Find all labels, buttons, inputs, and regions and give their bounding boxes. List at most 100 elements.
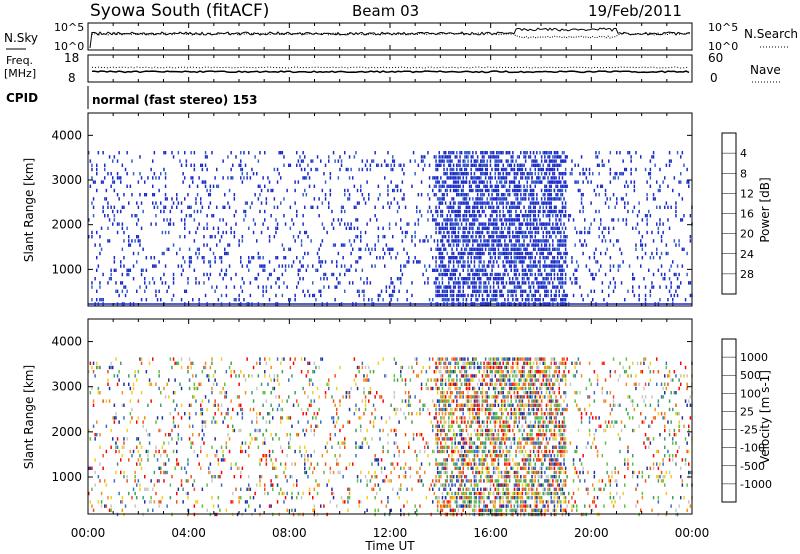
heatmap-cell [395,256,397,260]
heatmap-cell [504,218,506,222]
heatmap-cell [176,193,178,197]
heatmap-cell [132,277,135,281]
heatmap-cell [344,243,346,247]
heatmap-cell [366,479,368,483]
heatmap-cell [483,235,485,239]
heatmap-cell [609,239,612,243]
heatmap-cell [158,428,160,433]
heatmap-cell [467,293,469,298]
heatmap-cell [496,209,498,214]
heatmap-cell [547,214,549,218]
heatmap-cell [564,260,567,264]
heatmap-cell [552,243,554,247]
heatmap-cell [139,462,141,466]
heatmap-cell [176,251,178,256]
y-tick-label: 3000 [51,173,82,187]
heatmap-cell [355,382,357,386]
heatmap-cell [91,167,93,172]
heatmap-cell [500,281,503,285]
heatmap-cell [297,281,300,285]
heatmap-cell [467,209,469,214]
heatmap-cell [510,251,512,256]
heatmap-cell [403,163,405,167]
heatmap-cell [500,235,503,239]
heatmap-cell [452,399,455,403]
heatmap-cell [118,420,120,424]
heatmap-cell [457,193,460,197]
heatmap-cell [540,180,543,184]
heatmap-cell [155,382,157,386]
heatmap-cell [544,293,546,298]
heatmap-cell [91,281,93,285]
heatmap-cell [336,504,338,508]
heatmap-cell [198,251,200,256]
heatmap-cell [441,226,444,230]
heatmap-cell [656,247,658,251]
heatmap-cell [209,264,212,268]
heatmap-cell [214,289,216,293]
heatmap-cell [140,176,143,180]
heatmap-cell [507,172,509,176]
heatmap-cell [497,264,500,268]
heatmap-cell [164,462,167,466]
heatmap-cell [478,272,480,277]
heatmap-cell [598,172,600,176]
heatmap-cell [168,378,170,382]
heatmap-cell [553,298,556,302]
heatmap-cell [323,504,325,508]
heatmap-cell [576,268,578,272]
heatmap-cell [368,193,370,197]
heatmap-cell [492,230,495,235]
heatmap-cell [264,374,266,378]
heatmap-cell [563,243,565,247]
heatmap-cell [264,268,266,272]
heatmap-cell [483,209,485,214]
heatmap-cell [448,243,450,247]
heatmap-cell [276,378,279,382]
heatmap-cell [358,407,360,412]
heatmap-cell [292,403,295,407]
heatmap-cell [432,424,434,428]
heatmap-cell [465,281,468,285]
heatmap-cell [214,475,216,479]
heatmap-cell [547,155,549,159]
heatmap-cell [113,260,116,264]
heatmap-cell [452,256,455,260]
heatmap-cell [96,433,98,437]
heatmap-cell [403,172,405,176]
heatmap-cell [187,205,189,209]
heatmap-cell [97,151,100,155]
heatmap-cell [681,151,684,155]
heatmap-cell [158,188,160,193]
heatmap-cell [518,230,520,235]
heatmap-cell [502,197,504,201]
heatmap-cell [409,403,412,407]
heatmap-cell [91,176,93,180]
heatmap-cell [544,193,546,197]
heatmap-cell [275,256,277,260]
heatmap-cell [446,437,448,441]
heatmap-cell [204,365,207,370]
heatmap-cell [564,251,567,256]
heatmap-cell [444,264,447,268]
heatmap-cell [203,226,205,230]
heatmap-cell [230,226,232,230]
heatmap-cell [203,180,205,184]
heatmap-cell [246,264,248,268]
heatmap-cell [454,281,456,285]
heatmap-cell [308,487,311,491]
heatmap-cell [628,151,631,155]
heatmap-cell [449,163,452,167]
heatmap-cell [430,209,432,214]
heatmap-cell [529,222,532,226]
heatmap-cell [584,218,586,222]
heatmap-cell [324,163,327,167]
heatmap-cell [363,293,365,298]
heatmap-cell [102,272,104,277]
heatmap-cell [438,188,440,193]
heatmap-cell [108,399,111,403]
heatmap-cell [523,205,525,209]
heatmap-cell [480,268,482,272]
heatmap-cell [372,487,375,491]
heatmap-cell [552,298,554,302]
